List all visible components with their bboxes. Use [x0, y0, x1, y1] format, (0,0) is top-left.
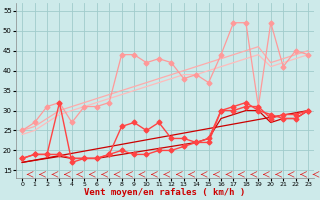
- X-axis label: Vent moyen/en rafales ( km/h ): Vent moyen/en rafales ( km/h ): [84, 188, 246, 197]
